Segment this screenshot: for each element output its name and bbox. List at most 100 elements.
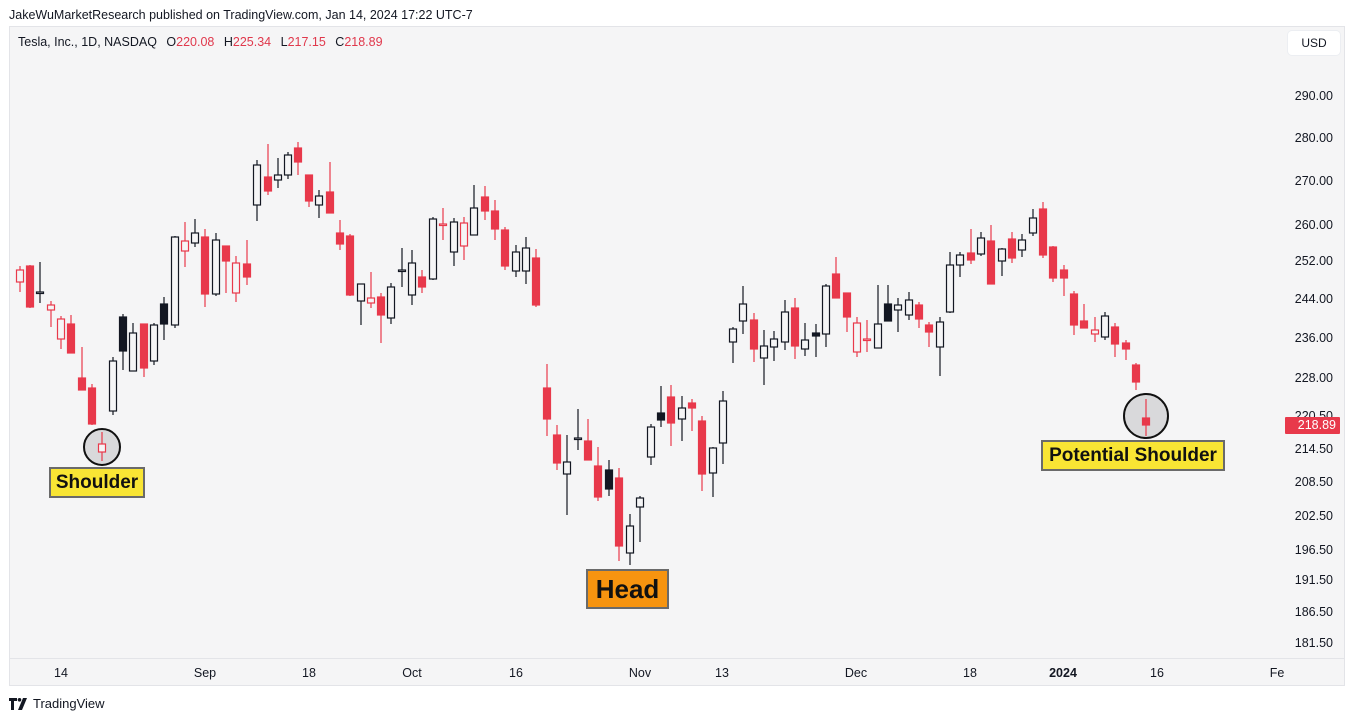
candle: [583, 419, 593, 461]
time-tick: 2024: [1049, 666, 1077, 680]
candle: [646, 424, 656, 465]
candle: [335, 220, 345, 250]
shoulder-label: Shoulder: [49, 467, 145, 498]
candle: [211, 233, 221, 296]
price-tick: 202.50: [1294, 509, 1333, 523]
close-value: 218.89: [344, 35, 383, 49]
time-tick: 16: [509, 666, 523, 680]
candle: [604, 460, 614, 496]
low-value: 217.15: [287, 35, 326, 49]
open-value: 220.08: [176, 35, 215, 49]
price-tick: 270.00: [1294, 174, 1333, 188]
price-tick: 186.50: [1294, 605, 1333, 619]
candle: [759, 330, 769, 385]
tradingview-footer[interactable]: TradingView: [9, 696, 105, 711]
candle: [428, 217, 438, 280]
candle: [1100, 312, 1110, 340]
candle: [976, 232, 986, 256]
candle: [252, 160, 262, 221]
candle: [1007, 232, 1017, 263]
candle: [139, 323, 149, 377]
time-tick: 18: [302, 666, 316, 680]
candle: [293, 142, 303, 175]
candle: [552, 425, 562, 470]
candle: [46, 301, 56, 327]
candle: [180, 222, 190, 267]
candle: [356, 283, 366, 325]
candle: [304, 174, 314, 207]
high-value: 225.34: [232, 35, 272, 49]
time-tick: 18: [963, 666, 977, 680]
candle: [521, 237, 531, 284]
time-axis[interactable]: 14 Sep 18 Oct 16 Nov 13 Dec 18 2024 16 Fe: [9, 658, 1345, 687]
candle: [893, 298, 903, 332]
candle: [531, 249, 541, 307]
price-tick: 214.50: [1294, 442, 1333, 456]
candle: [738, 286, 748, 334]
candle: [873, 285, 883, 349]
price-tick: 280.00: [1294, 131, 1333, 145]
candle: [542, 364, 552, 436]
candle: [635, 496, 645, 542]
candle: [914, 302, 924, 328]
time-tick: Oct: [402, 666, 422, 680]
candle: [883, 285, 893, 322]
candle: [811, 324, 821, 357]
time-tick: 13: [715, 666, 729, 680]
candle: [697, 416, 707, 491]
candle: [800, 323, 810, 356]
candle: [904, 292, 914, 320]
candle: [35, 262, 45, 303]
time-tick: 16: [1150, 666, 1164, 680]
candle: [170, 236, 180, 328]
candle: [325, 162, 335, 214]
candle: [417, 270, 427, 293]
candle: [77, 347, 87, 391]
currency-button[interactable]: USD: [1288, 31, 1340, 55]
candle: [718, 391, 728, 464]
candle: [66, 315, 76, 354]
price-tick: 181.50: [1294, 636, 1333, 650]
candle: [1141, 399, 1151, 436]
candle: [955, 252, 965, 277]
candle: [924, 322, 934, 347]
candle: [656, 386, 666, 427]
candle: [831, 257, 841, 299]
price-tick: 290.00: [1294, 89, 1333, 103]
potential-shoulder-label: Potential Shoulder: [1041, 440, 1225, 471]
candle: [780, 300, 790, 350]
candle: [366, 272, 376, 308]
price-tick: 196.50: [1294, 543, 1333, 557]
candle: [1121, 340, 1131, 360]
candle: [283, 152, 293, 179]
candle: [386, 283, 396, 324]
price-tick: 236.00: [1294, 331, 1333, 345]
candle: [97, 432, 107, 461]
candle: [666, 385, 676, 446]
candle: [614, 468, 624, 561]
candle: [273, 158, 283, 188]
candle: [511, 245, 521, 277]
price-tick: 208.50: [1294, 475, 1333, 489]
candle: [1017, 234, 1027, 257]
chart-pane[interactable]: [9, 26, 1345, 686]
candle: [1090, 317, 1100, 342]
candle: [945, 252, 955, 313]
open-label: O: [166, 35, 177, 49]
close-label: C: [335, 35, 345, 49]
candle: [118, 314, 128, 370]
price-axis[interactable]: 290.00 280.00 270.00 260.00 252.00 244.00 236.…: [1236, 26, 1345, 658]
price-tick: 191.50: [1294, 573, 1333, 587]
candle: [1038, 202, 1048, 258]
candle: [1131, 363, 1141, 390]
low-label: L: [280, 35, 288, 49]
candle: [625, 514, 635, 565]
candle: [200, 229, 210, 307]
candle: [221, 245, 231, 293]
candle: [449, 218, 459, 266]
candle: [490, 200, 500, 240]
candle: [407, 250, 417, 305]
candle: [708, 447, 718, 497]
time-tick: Sep: [193, 666, 217, 680]
